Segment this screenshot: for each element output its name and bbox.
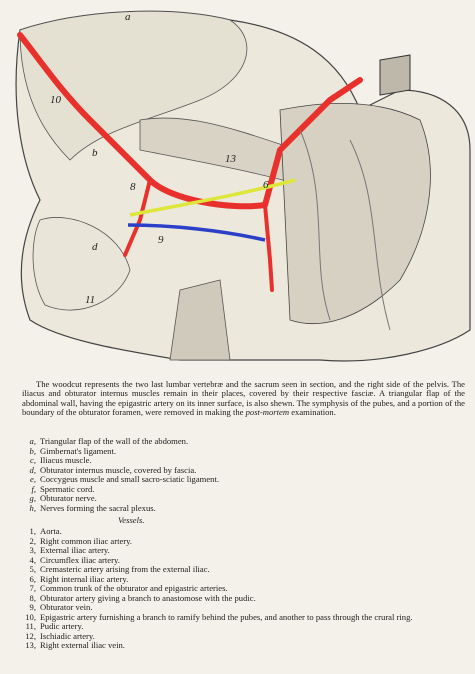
item-text: Right external iliac vein. xyxy=(40,640,125,650)
list-item: 3, External iliac artery. xyxy=(16,545,466,556)
figure-label: 6 xyxy=(263,179,269,191)
figure-label: d xyxy=(92,241,98,253)
vertebrae xyxy=(279,103,431,324)
list-item: 4, Circumflex iliac artery. xyxy=(16,554,466,566)
figure-label: b xyxy=(92,147,98,159)
caption-text: The woodcut represents the two last lumb… xyxy=(22,379,465,418)
item-text: External iliac artery. xyxy=(40,545,110,555)
caption-paragraph: The woodcut represents the two last lumb… xyxy=(22,379,465,418)
coccygeus xyxy=(169,279,231,361)
item-key: h, xyxy=(29,502,36,513)
figure-label: 11 xyxy=(85,294,95,306)
artery xyxy=(17,32,363,210)
figure-label: 10 xyxy=(50,94,62,106)
list-item: 12, Ischiadic artery. xyxy=(16,630,466,642)
list-item: b, Gimbernat's ligament. xyxy=(22,445,462,457)
vessel-list: 1, Aorta. 2, Right common iliac artery. 3, Ex… xyxy=(16,526,466,651)
item-key: c, xyxy=(30,455,36,465)
item-text: Spermatic cord. xyxy=(40,483,95,494)
list-item: f, Spermatic cord. xyxy=(22,483,462,495)
structure-list: a, Triangular flap of the wall of the abd… xyxy=(22,436,462,514)
shading xyxy=(299,129,391,331)
item-text: Ischiadic artery. xyxy=(40,630,95,641)
item-key: d, xyxy=(29,464,36,475)
figure-label: 13 xyxy=(225,153,237,165)
list-item: 11, Pudic artery. xyxy=(16,621,466,632)
vein-stump xyxy=(379,54,411,96)
illustration: a 10 b 8 13 6 9 d 11 xyxy=(15,10,471,362)
item-key: 13, xyxy=(25,640,36,650)
list-item: e, Coccygeus muscle and small sacro-sciat… xyxy=(22,474,462,485)
item-text: Right internal iliac artery. xyxy=(40,573,129,584)
obturator-muscle xyxy=(32,217,131,311)
item-text: Gimbernat's ligament. xyxy=(40,445,117,456)
item-key: e, xyxy=(30,474,36,484)
item-key: 12, xyxy=(25,630,36,641)
list-item: 7, Common trunk of the obturator and epig… xyxy=(16,583,466,594)
item-key: 2, xyxy=(29,535,36,546)
item-key: a, xyxy=(29,436,36,446)
item-key: 8, xyxy=(29,592,36,603)
item-text: Nerves forming the sacral plexus. xyxy=(40,502,156,513)
item-key: 4, xyxy=(29,554,36,565)
item-key: 1, xyxy=(29,526,36,536)
figure-label: 9 xyxy=(158,234,164,246)
item-key: 11, xyxy=(25,621,36,631)
item-text: Triangular flap of the wall of the abdom… xyxy=(40,436,189,446)
list-item: c, Iliacus muscle. xyxy=(22,455,462,466)
abdominal-flap xyxy=(19,10,248,161)
list-item: h, Nerves forming the sacral plexus. xyxy=(22,502,462,514)
item-text: Obturator artery giving a branch to anas… xyxy=(40,592,256,603)
item-text: Pudic artery. xyxy=(40,621,84,631)
item-key: b, xyxy=(29,445,36,456)
item-text: Right common iliac artery. xyxy=(40,535,133,546)
obturator-nerve xyxy=(129,178,296,217)
list-item: 1, Aorta. xyxy=(16,526,466,537)
item-key: 9, xyxy=(29,602,36,612)
item-key: 10, xyxy=(25,611,36,622)
item-text: Iliacus muscle. xyxy=(40,455,92,465)
item-text: Aorta. xyxy=(40,526,62,536)
item-text: Common trunk of the obturator and epigas… xyxy=(40,583,228,593)
item-key: 7, xyxy=(29,583,36,593)
figure-label: a xyxy=(125,11,131,23)
artery-branch xyxy=(123,178,274,292)
item-text: Obturator vein. xyxy=(40,602,93,612)
item-text: Epigastric artery furnishing a branch to… xyxy=(40,611,413,622)
caption-text: examination. xyxy=(291,407,336,418)
list-item: 2, Right common iliac artery. xyxy=(16,535,466,547)
item-text: Obturator internus muscle, covered by fa… xyxy=(40,464,197,475)
vessels-heading: Vessels. xyxy=(118,515,145,525)
item-key: 5, xyxy=(29,564,36,574)
list-item: 10, Epigastric artery furnishing a branch… xyxy=(16,611,466,623)
item-text: Obturator nerve. xyxy=(40,493,97,503)
list-item: 6, Right internal iliac artery. xyxy=(16,573,466,585)
item-key: f, xyxy=(31,483,36,494)
list-item: 8, Obturator artery giving a branch to an… xyxy=(16,592,466,604)
list-item: 13, Right external iliac vein. xyxy=(16,640,466,651)
item-key: 6, xyxy=(29,573,36,584)
item-text: Coccygeus muscle and small sacro-sciatic… xyxy=(40,474,219,484)
item-text: Circumflex iliac artery. xyxy=(40,554,120,565)
item-text: Cremasteric artery arising from the exte… xyxy=(40,564,210,574)
item-key: g, xyxy=(29,493,36,503)
list-item: g, Obturator nerve. xyxy=(22,493,462,504)
figure-label: 8 xyxy=(130,181,136,193)
list-item: 5, Cremasteric artery arising from the ex… xyxy=(16,564,466,575)
list-item: 9, Obturator vein. xyxy=(16,602,466,613)
obturator-vein xyxy=(127,223,266,242)
item-key: 3, xyxy=(29,545,36,555)
list-item: a, Triangular flap of the wall of the abd… xyxy=(22,436,462,447)
caption-emphasis: post-mortem xyxy=(245,407,290,418)
list-item: d, Obturator internus muscle, covered by … xyxy=(22,464,462,476)
